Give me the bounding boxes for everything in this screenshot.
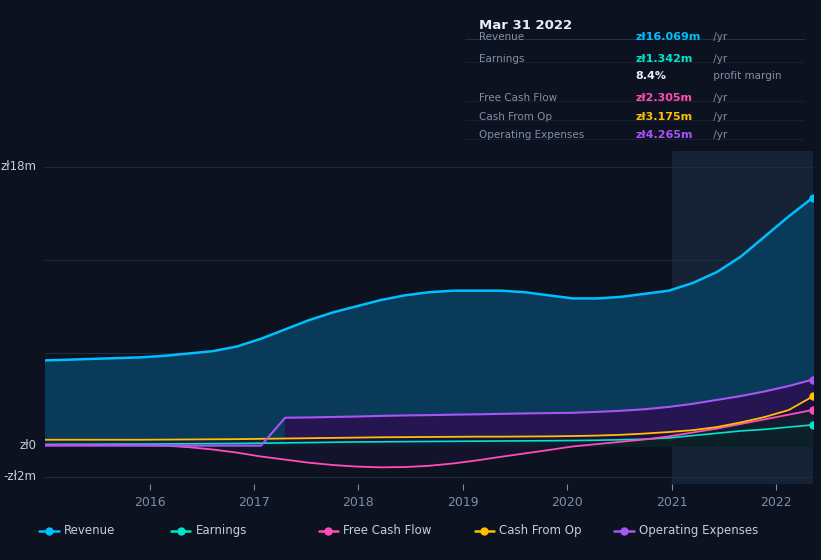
Text: 8.4%: 8.4% [635, 71, 666, 81]
Bar [672, 151, 813, 484]
Text: /yr: /yr [710, 32, 727, 42]
Text: zł0: zł0 [20, 439, 37, 452]
Text: zł2.305m: zł2.305m [635, 93, 692, 103]
Text: -zł2m: -zł2m [4, 470, 37, 483]
Text: Mar 31 2022: Mar 31 2022 [479, 18, 571, 32]
Text: Revenue: Revenue [479, 32, 524, 42]
Text: Operating Expenses: Operating Expenses [479, 130, 584, 141]
Text: /yr: /yr [710, 130, 727, 141]
Text: Cash From Op: Cash From Op [499, 524, 581, 537]
Text: /yr: /yr [710, 54, 727, 64]
Text: Free Cash Flow: Free Cash Flow [479, 93, 557, 103]
Text: zł3.175m: zł3.175m [635, 111, 692, 122]
Text: Cash From Op: Cash From Op [479, 111, 552, 122]
Text: Free Cash Flow: Free Cash Flow [343, 524, 432, 537]
Text: zł18m: zł18m [1, 160, 37, 173]
Text: Operating Expenses: Operating Expenses [639, 524, 758, 537]
Text: zł4.265m: zł4.265m [635, 130, 692, 141]
Text: Earnings: Earnings [195, 524, 247, 537]
Text: profit margin: profit margin [710, 71, 782, 81]
Text: /yr: /yr [710, 111, 727, 122]
Text: Revenue: Revenue [64, 524, 116, 537]
Text: /yr: /yr [710, 93, 727, 103]
Text: zł1.342m: zł1.342m [635, 54, 692, 64]
Text: Earnings: Earnings [479, 54, 524, 64]
Text: zł16.069m: zł16.069m [635, 32, 700, 42]
